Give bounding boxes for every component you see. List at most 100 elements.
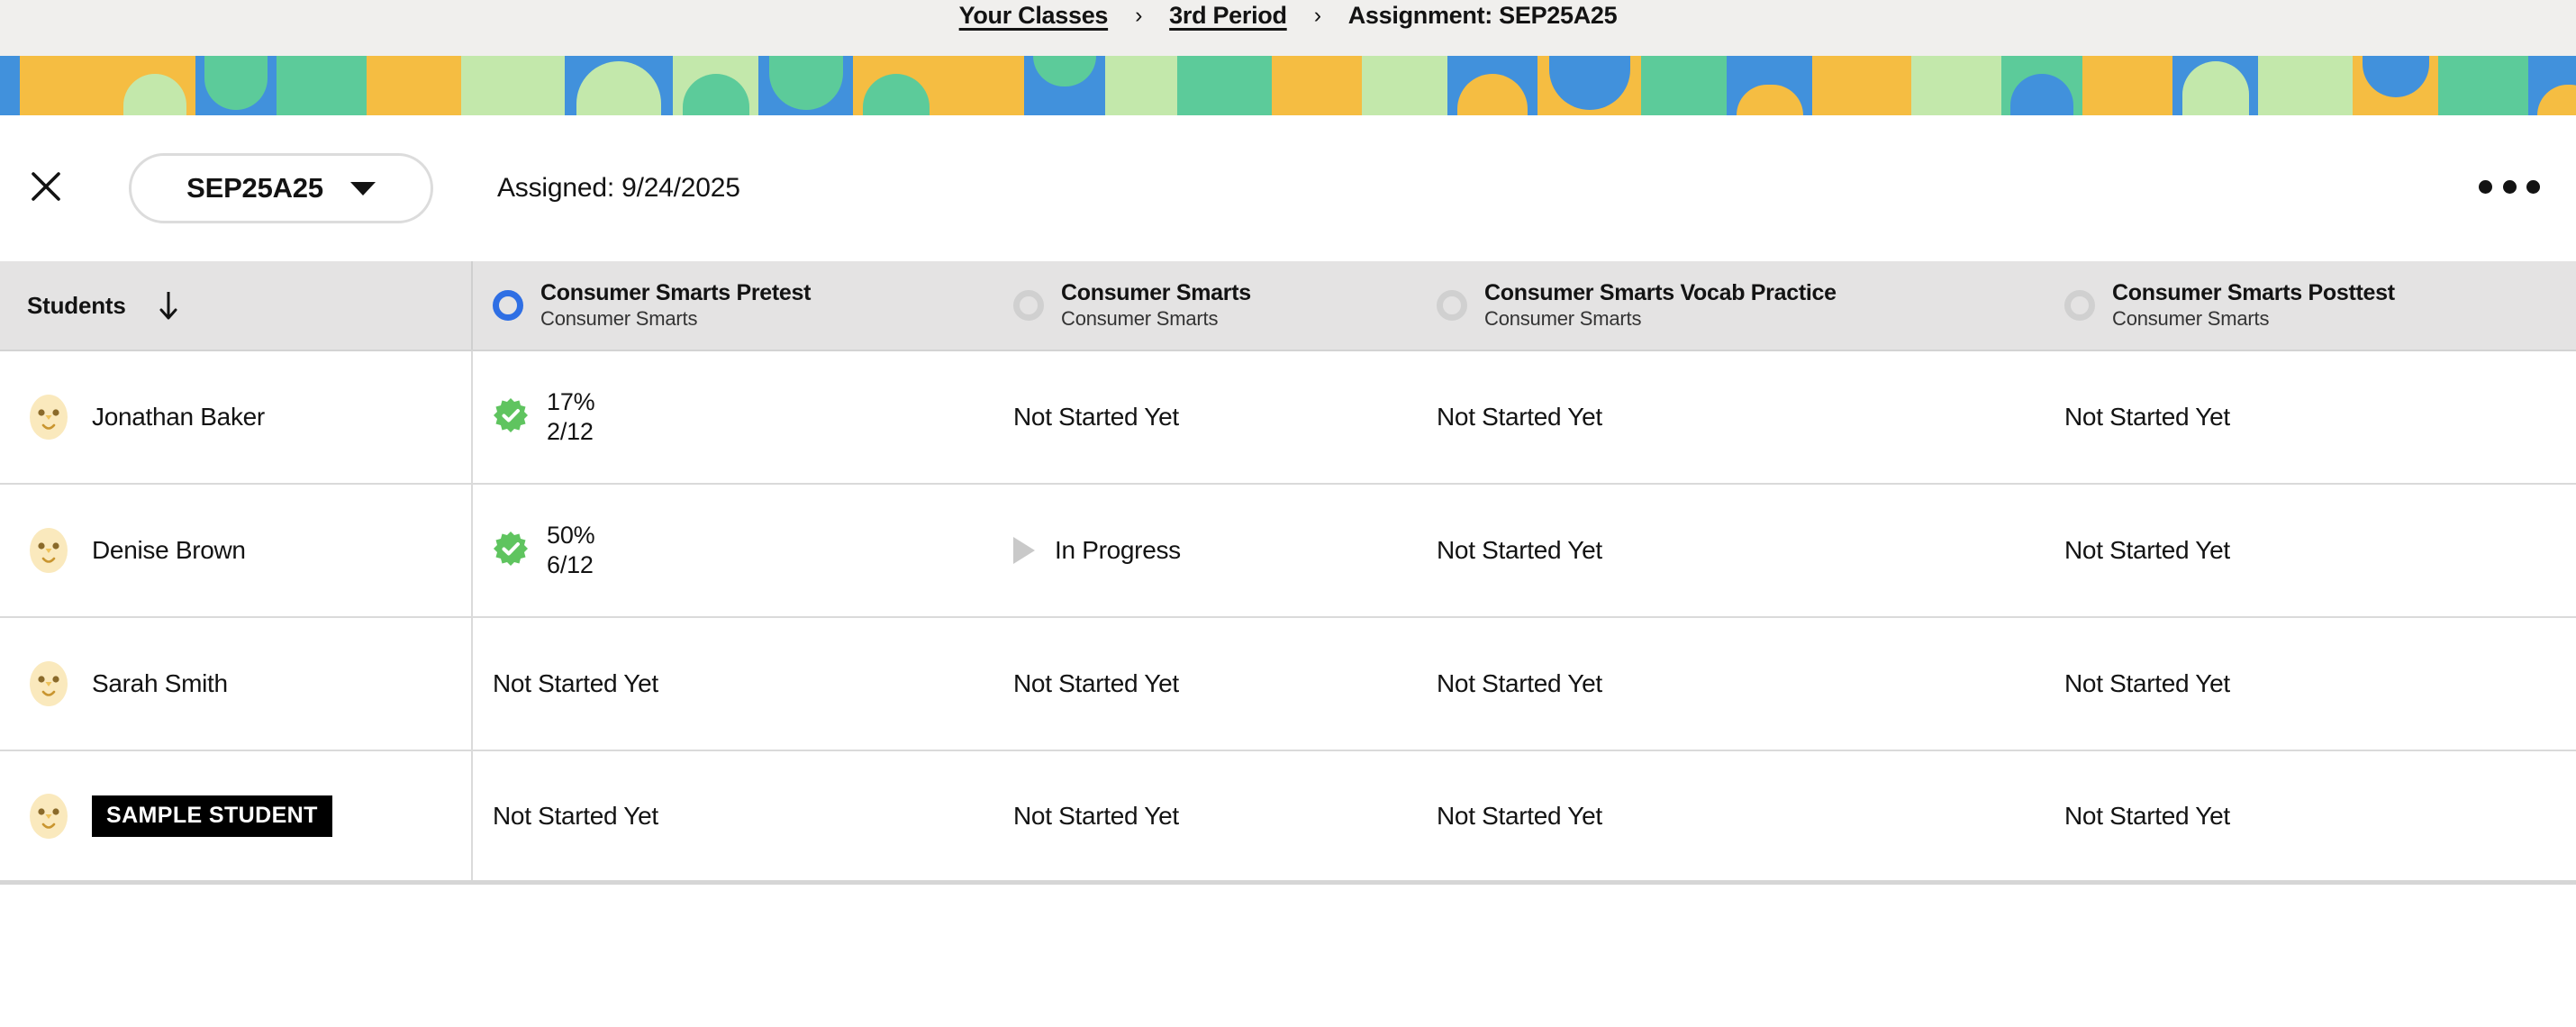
cell-status-text: Not Started Yet	[1013, 403, 1179, 431]
banner-arch	[2362, 56, 2429, 97]
cell-status-text: Not Started Yet	[2064, 669, 2230, 697]
table-row[interactable]: Denise Brown 50% 6/12 In Progress Not Starte…	[0, 485, 2576, 618]
table-row[interactable]: Jonathan Baker 17% 2/12 Not Started Yet Not …	[0, 351, 2576, 485]
student-cell[interactable]: SAMPLE STUDENT	[0, 751, 473, 880]
completed-check-icon	[494, 397, 528, 432]
banner-arch	[2010, 74, 2073, 115]
banner-stripe	[1447, 56, 1537, 115]
banner-stripe	[1911, 56, 2001, 115]
task-subtitle: Consumer Smarts	[2112, 307, 2270, 330]
banner-arch	[2181, 61, 2249, 115]
progress-cell[interactable]: Not Started Yet	[2045, 618, 2576, 750]
banner-stripe	[1362, 56, 1447, 115]
task-subtitle: Consumer Smarts	[540, 307, 698, 330]
progress-cell[interactable]: Not Started Yet	[1417, 618, 2045, 750]
banner-stripe	[1105, 56, 1177, 115]
cell-status-text: Not Started Yet	[1437, 801, 1602, 830]
banner-stripe	[461, 56, 565, 115]
banner-arch	[204, 56, 268, 110]
banner-arch	[2537, 85, 2576, 115]
kebab-dot-icon	[2502, 179, 2517, 194]
banner-arch	[768, 56, 843, 110]
score-percent: 17%	[547, 388, 595, 415]
cell-status-text: Not Started Yet	[2064, 403, 2230, 431]
progress-cell[interactable]: Not Started Yet	[1417, 485, 2045, 616]
banner-stripe	[758, 56, 853, 115]
banner-stripe	[1177, 56, 1272, 115]
status-badge	[493, 397, 529, 438]
progress-cell[interactable]: Not Started Yet	[2045, 485, 2576, 616]
score-value: 17% 2/12	[547, 387, 595, 447]
cell-status-text: In Progress	[1055, 536, 1181, 564]
score-fraction: 2/12	[547, 418, 594, 445]
banner-stripe	[853, 56, 939, 115]
status-badge	[493, 531, 529, 571]
banner-stripe	[1641, 56, 1727, 115]
task-column-header-2[interactable]: Consumer Smarts Consumer Smarts	[993, 261, 1417, 350]
table-header-row: Students Consumer Smarts Pretest Consumer …	[0, 261, 2576, 351]
banner-stripe	[2258, 56, 2353, 115]
close-icon	[32, 172, 60, 201]
progress-cell[interactable]: Not Started Yet	[1417, 751, 2045, 880]
kebab-dot-icon	[2526, 179, 2540, 194]
progress-cell[interactable]: 17% 2/12	[473, 351, 993, 483]
student-cell[interactable]: Jonathan Baker	[0, 351, 473, 483]
cell-status-text: Not Started Yet	[493, 669, 658, 697]
banner-arch	[576, 61, 661, 115]
breadcrumb-bar: Your Classes › 3rd Period › Assignment: …	[0, 0, 2576, 56]
student-avatar-icon	[30, 528, 68, 573]
table-row[interactable]: Sarah Smith Not Started Yet Not Started Ye…	[0, 618, 2576, 751]
banner-arch	[1457, 74, 1528, 115]
banner-arch	[1033, 56, 1096, 86]
breadcrumb-item-assignment: Assignment: SEP25A25	[1347, 2, 1618, 29]
breadcrumb-item-3rd-period[interactable]: 3rd Period	[1169, 2, 1287, 29]
task-status-ring-icon	[1013, 290, 1044, 321]
banner-stripe	[2172, 56, 2258, 115]
progress-cell[interactable]: Not Started Yet	[2045, 351, 2576, 483]
progress-cell[interactable]: Not Started Yet	[2045, 751, 2576, 880]
progress-cell[interactable]: Not Started Yet	[993, 351, 1417, 483]
banner-arch	[1736, 85, 1803, 115]
progress-cell[interactable]: In Progress	[993, 485, 1417, 616]
in-progress-play-icon	[1013, 537, 1035, 564]
banner-stripe	[20, 56, 114, 115]
progress-cell[interactable]: Not Started Yet	[993, 751, 1417, 880]
banner-stripe	[939, 56, 1024, 115]
students-column-header[interactable]: Students	[0, 261, 473, 350]
kebab-dot-icon	[2479, 179, 2492, 194]
progress-cell[interactable]: Not Started Yet	[1417, 351, 2045, 483]
cell-status-text: Not Started Yet	[1437, 403, 1602, 431]
table-row[interactable]: SAMPLE STUDENT Not Started Yet Not Started…	[0, 751, 2576, 885]
sort-descending-icon[interactable]	[157, 290, 180, 321]
progress-cell[interactable]: Not Started Yet	[473, 751, 993, 880]
task-column-header-3[interactable]: Consumer Smarts Vocab Practice Consumer S…	[1417, 261, 2045, 350]
task-subtitle: Consumer Smarts	[1061, 307, 1219, 330]
chevron-down-icon	[349, 181, 376, 195]
task-column-header-1[interactable]: Consumer Smarts Pretest Consumer Smarts	[473, 261, 993, 350]
progress-cell[interactable]: Not Started Yet	[473, 618, 993, 750]
task-column-header-4[interactable]: Consumer Smarts Posttest Consumer Smarts	[2045, 261, 2576, 350]
banner-stripe	[1812, 56, 1911, 115]
breadcrumb: Your Classes › 3rd Period › Assignment: …	[959, 0, 1618, 31]
assignment-selector-label: SEP25A25	[186, 172, 323, 204]
banner-stripe	[277, 56, 367, 115]
breadcrumb-item-your-classes[interactable]: Your Classes	[958, 2, 1109, 29]
progress-cell[interactable]: Not Started Yet	[993, 618, 1417, 750]
student-cell[interactable]: Sarah Smith	[0, 618, 473, 750]
banner-stripe	[2082, 56, 2172, 115]
task-subtitle: Consumer Smarts	[1484, 307, 1642, 330]
progress-cell[interactable]: 50% 6/12	[473, 485, 993, 616]
close-button[interactable]	[20, 160, 72, 213]
student-name: Denise Brown	[92, 536, 246, 564]
banner-stripe	[1537, 56, 1641, 115]
task-title: Consumer Smarts Vocab Practice	[1484, 280, 1837, 305]
banner-arch	[1548, 56, 1630, 110]
assignment-selector-dropdown[interactable]: SEP25A25	[129, 153, 433, 223]
breadcrumb-separator-icon: ›	[1313, 3, 1321, 28]
task-status-ring-icon	[493, 290, 523, 321]
more-options-button[interactable]	[2477, 162, 2542, 211]
student-cell[interactable]: Denise Brown	[0, 485, 473, 616]
student-name: Sarah Smith	[92, 669, 228, 697]
breadcrumb-separator-icon: ›	[1135, 3, 1143, 28]
cell-status-text: Not Started Yet	[1013, 801, 1179, 830]
